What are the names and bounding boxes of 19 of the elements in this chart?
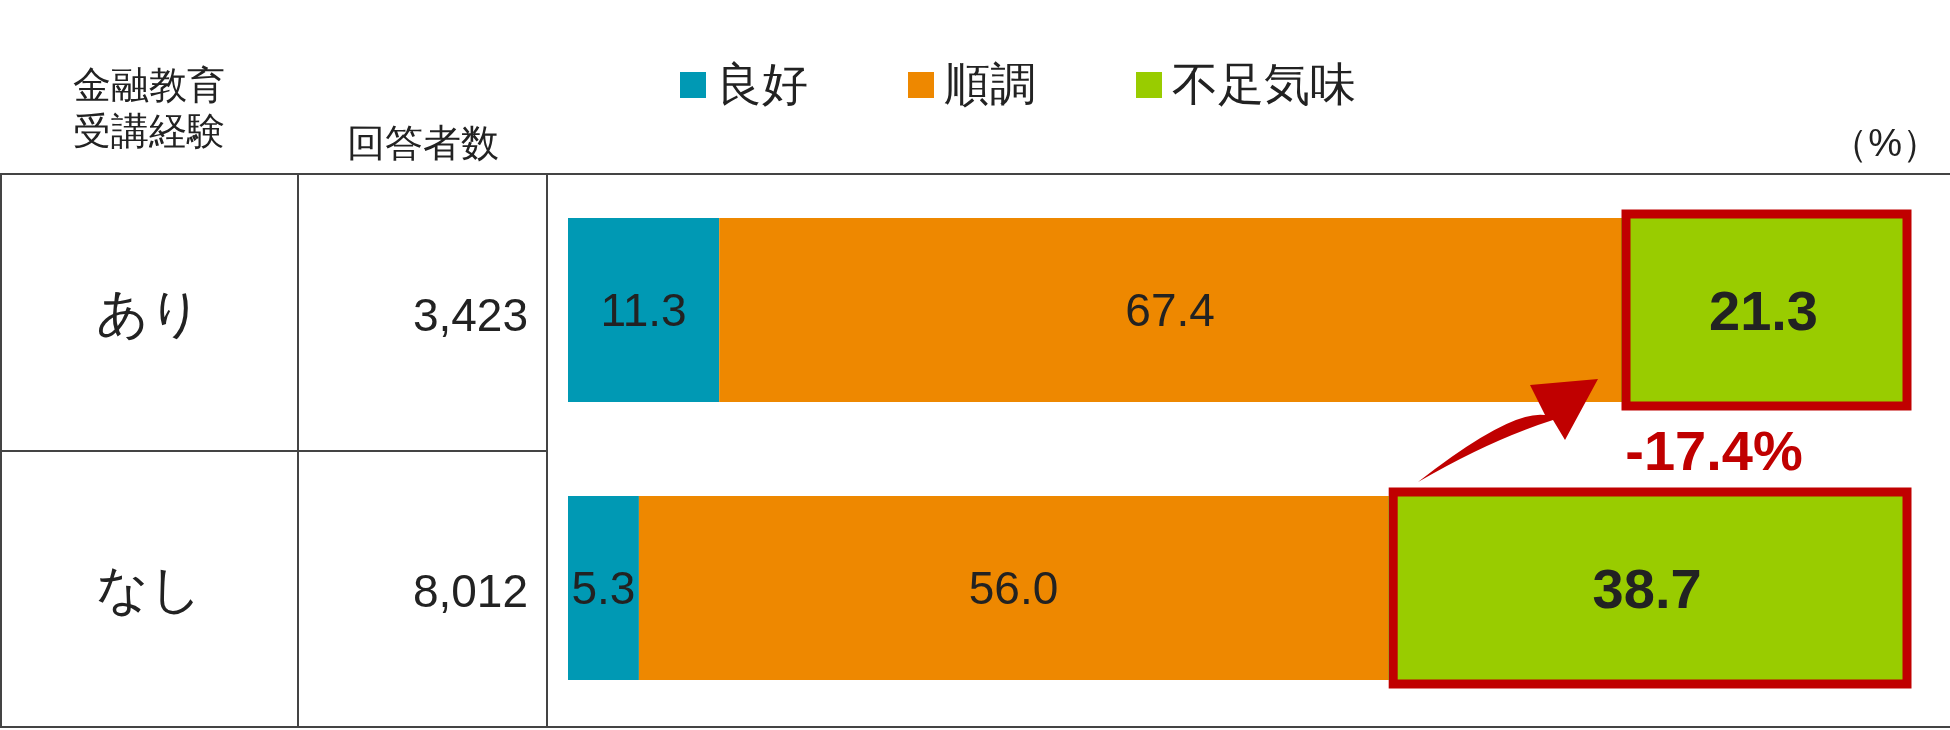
data-label: 5.3: [571, 562, 636, 614]
data-label: 56.0: [968, 562, 1059, 614]
text: 回答者数: [347, 122, 499, 164]
text: （%）: [1830, 122, 1940, 164]
y-tick-label: なし: [96, 560, 202, 618]
y-tick-label: あり: [96, 283, 202, 342]
data-label: 21.3: [1709, 279, 1818, 342]
legend-label: 良好: [716, 58, 808, 110]
legend-label: 順調: [944, 58, 1036, 110]
text: 8,012: [412, 565, 528, 617]
bar: [568, 218, 720, 402]
y-axis-title: 金融教育受講経験: [73, 64, 225, 152]
bar: [568, 496, 639, 680]
data-label: 38.7: [1592, 557, 1702, 620]
data-label: 11.3: [600, 284, 687, 336]
legend-label: 不足気味: [1172, 58, 1356, 110]
annotation: -17.4%: [1625, 419, 1803, 482]
text: 3,423: [412, 288, 528, 341]
data-label: 67.4: [1125, 284, 1215, 336]
